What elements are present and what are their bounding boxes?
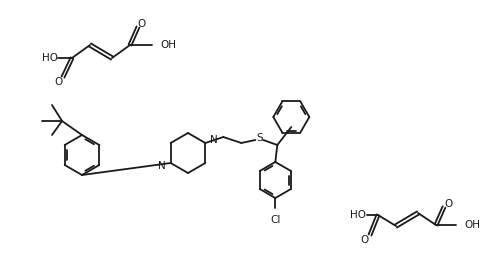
Text: OH: OH: [160, 40, 176, 50]
Text: Cl: Cl: [270, 215, 280, 225]
Text: HO: HO: [42, 53, 58, 63]
Text: N: N: [158, 161, 165, 171]
Text: O: O: [445, 199, 453, 209]
Text: O: O: [361, 235, 369, 245]
Text: OH: OH: [464, 220, 480, 230]
Text: N: N: [210, 135, 218, 145]
Text: S: S: [256, 133, 263, 143]
Text: O: O: [138, 19, 146, 29]
Text: O: O: [55, 77, 63, 87]
Text: HO: HO: [350, 210, 366, 220]
